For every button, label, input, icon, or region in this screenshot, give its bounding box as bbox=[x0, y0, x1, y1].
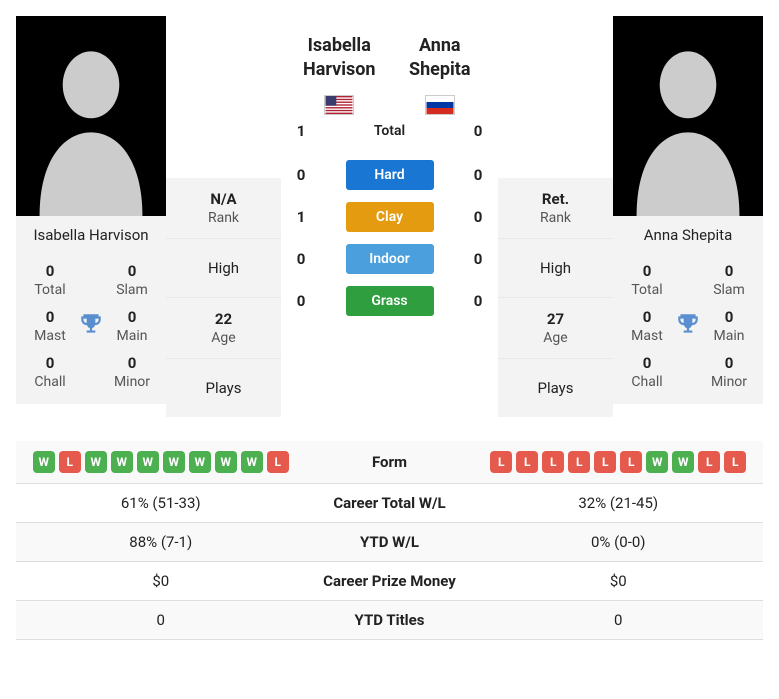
h2h-hard-p2: 0 bbox=[466, 166, 490, 184]
player1-titles: 0 Total 0 Slam 0 Mast 0 Main 0 Chall bbox=[16, 250, 166, 404]
form-badge[interactable]: L bbox=[59, 451, 81, 473]
form-badge[interactable]: W bbox=[111, 451, 133, 473]
form-badge[interactable]: W bbox=[137, 451, 159, 473]
player2-photo[interactable] bbox=[613, 16, 763, 216]
player2-heading[interactable]: Anna Shepita bbox=[390, 34, 491, 118]
silhouette-icon bbox=[623, 36, 753, 216]
surface-indoor-pill[interactable]: Indoor bbox=[346, 244, 434, 274]
form-badge[interactable]: L bbox=[267, 451, 289, 473]
form-badge[interactable]: L bbox=[620, 451, 642, 473]
player2-card: Anna Shepita 0 Total 0 Slam 0 Mast 0 Mai… bbox=[613, 16, 763, 404]
trophy-icon bbox=[76, 311, 106, 341]
player2-name-label[interactable]: Anna Shepita bbox=[613, 216, 763, 250]
player2-plays: Plays bbox=[498, 359, 613, 417]
h2h-surface-row: 0 Indoor 0 bbox=[289, 244, 490, 274]
surface-hard-pill[interactable]: Hard bbox=[346, 160, 434, 190]
h2h-indoor-p2: 0 bbox=[466, 250, 490, 268]
player1-high: High bbox=[166, 239, 281, 298]
h2h-total-p2: 0 bbox=[466, 122, 490, 140]
compare-row: 0YTD Titles0 bbox=[16, 601, 763, 640]
player2-stats: Ret. Rank High 27 Age Plays bbox=[498, 178, 613, 417]
form-badge[interactable]: L bbox=[724, 451, 746, 473]
flag-ru-icon bbox=[390, 91, 491, 118]
head-to-head-header: Isabella Harvison 0 Total 0 Slam 0 Mast … bbox=[16, 16, 763, 417]
form-badge[interactable]: W bbox=[241, 451, 263, 473]
player2-high: High bbox=[498, 239, 613, 298]
trophy-icon bbox=[673, 311, 703, 341]
h2h-total-p1: 1 bbox=[289, 122, 313, 140]
player1-name-label[interactable]: Isabella Harvison bbox=[16, 216, 166, 250]
h2h-surface-row: 0 Grass 0 bbox=[289, 286, 490, 316]
compare-row: WLWWWWWWWLFormLLLLLLWWLL bbox=[16, 441, 763, 484]
form-badge[interactable]: L bbox=[490, 451, 512, 473]
compare-label: Career Prize Money bbox=[300, 572, 480, 590]
form-badge[interactable]: W bbox=[215, 451, 237, 473]
compare-row: 61% (51-33)Career Total W/L32% (21-45) bbox=[16, 484, 763, 523]
form-badge[interactable]: L bbox=[568, 451, 590, 473]
form-badge[interactable]: W bbox=[646, 451, 668, 473]
h2h-surface-row: 0 Hard 0 bbox=[289, 160, 490, 190]
form-badge[interactable]: L bbox=[516, 451, 538, 473]
silhouette-icon bbox=[26, 36, 156, 216]
player1-plays: Plays bbox=[166, 359, 281, 417]
compare-label: YTD W/L bbox=[300, 533, 480, 551]
h2h-center: IsabellaHarvison Anna Shepita bbox=[281, 30, 498, 316]
compare-label: Form bbox=[300, 453, 480, 471]
h2h-hard-p1: 0 bbox=[289, 166, 313, 184]
surface-grass-pill[interactable]: Grass bbox=[346, 286, 434, 316]
compare-row: 88% (7-1)YTD W/L0% (0-0) bbox=[16, 523, 763, 562]
player1-photo[interactable] bbox=[16, 16, 166, 216]
player1-heading[interactable]: IsabellaHarvison bbox=[289, 34, 390, 118]
form-badge[interactable]: L bbox=[698, 451, 720, 473]
player1-card: Isabella Harvison 0 Total 0 Slam 0 Mast … bbox=[16, 16, 166, 404]
compare-label: Career Total W/L bbox=[300, 494, 480, 512]
form-badge[interactable]: W bbox=[672, 451, 694, 473]
player2-form: LLLLLLWWLL bbox=[480, 451, 758, 473]
surface-clay-pill[interactable]: Clay bbox=[346, 202, 434, 232]
h2h-clay-p2: 0 bbox=[466, 208, 490, 226]
h2h-grass-p1: 0 bbox=[289, 292, 313, 310]
form-badge[interactable]: L bbox=[594, 451, 616, 473]
flag-us-icon bbox=[289, 91, 390, 118]
h2h-indoor-p1: 0 bbox=[289, 250, 313, 268]
player2-titles: 0 Total 0 Slam 0 Mast 0 Main 0 Chall bbox=[613, 250, 763, 404]
compare-label: YTD Titles bbox=[300, 611, 480, 629]
compare-row: $0Career Prize Money$0 bbox=[16, 562, 763, 601]
h2h-total-label: Total bbox=[346, 123, 434, 139]
h2h-clay-p1: 1 bbox=[289, 208, 313, 226]
h2h-surface-row: 1 Clay 0 bbox=[289, 202, 490, 232]
form-badge[interactable]: W bbox=[85, 451, 107, 473]
player1-form: WLWWWWWWWL bbox=[22, 451, 300, 473]
h2h-grass-p2: 0 bbox=[466, 292, 490, 310]
form-badge[interactable]: W bbox=[33, 451, 55, 473]
form-badge[interactable]: W bbox=[189, 451, 211, 473]
compare-table: WLWWWWWWWLFormLLLLLLWWLL61% (51-33)Caree… bbox=[16, 441, 763, 640]
form-badge[interactable]: W bbox=[163, 451, 185, 473]
form-badge[interactable]: L bbox=[542, 451, 564, 473]
player1-stats: N/A Rank High 22 Age Plays bbox=[166, 178, 281, 417]
